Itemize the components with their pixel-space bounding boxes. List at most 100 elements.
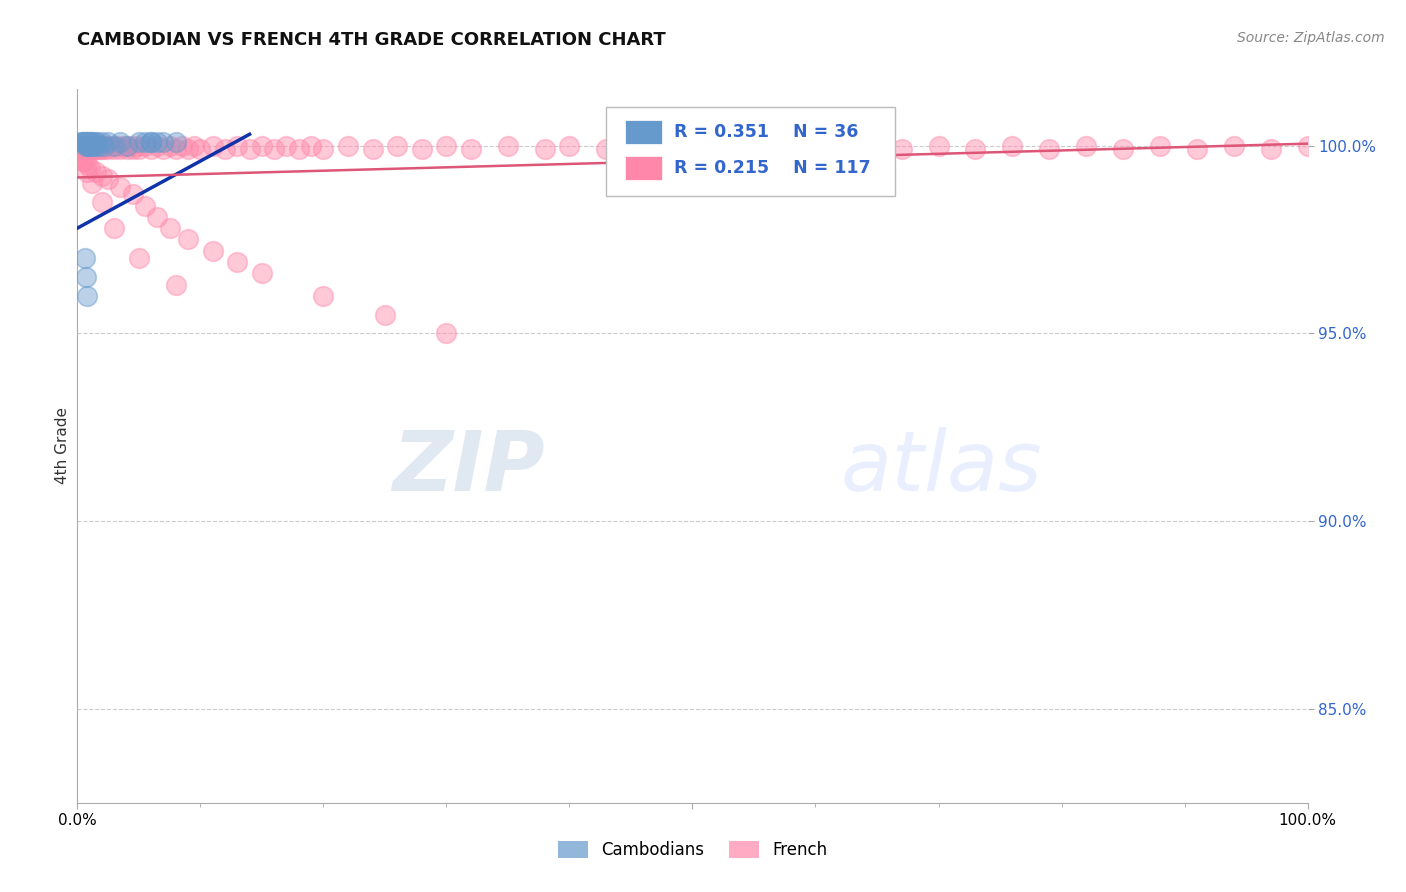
Point: [73, 138, 96, 153]
Point: [77, 138, 100, 153]
Point: [90, 169, 114, 183]
Point: [76, 138, 98, 153]
Point: [80, 138, 103, 153]
Point: [337, 138, 360, 153]
Point: [226, 255, 249, 269]
Point: [1260, 142, 1282, 156]
Point: [125, 138, 148, 153]
Text: Source: ZipAtlas.com: Source: ZipAtlas.com: [1237, 31, 1385, 45]
Point: [128, 142, 150, 156]
Point: [73, 153, 96, 168]
Point: [90, 138, 112, 153]
Point: [890, 142, 912, 156]
Point: [86, 142, 108, 156]
Point: [595, 142, 617, 156]
Point: [76, 289, 98, 303]
Point: [312, 289, 335, 303]
Point: [165, 142, 187, 156]
Point: [817, 142, 839, 156]
FancyBboxPatch shape: [606, 107, 896, 196]
Point: [170, 138, 193, 153]
Point: [94, 138, 117, 153]
Point: [1185, 142, 1208, 156]
Point: [534, 142, 557, 156]
FancyBboxPatch shape: [624, 120, 662, 145]
Point: [76, 142, 98, 156]
Point: [97, 135, 120, 149]
Point: [263, 142, 285, 156]
Point: [70, 142, 93, 156]
Point: [84, 138, 107, 153]
Point: [75, 135, 97, 149]
Point: [73, 142, 96, 156]
Point: [110, 142, 132, 156]
Point: [201, 244, 224, 258]
Point: [159, 221, 181, 235]
Point: [374, 308, 396, 322]
Point: [134, 138, 156, 153]
Point: [79, 161, 101, 175]
Point: [152, 135, 174, 149]
Point: [141, 142, 163, 156]
Point: [82, 138, 104, 153]
Point: [1112, 142, 1135, 156]
Point: [72, 138, 94, 153]
Point: [742, 142, 765, 156]
Point: [436, 138, 458, 153]
Point: [77, 138, 100, 153]
Text: CAMBODIAN VS FRENCH 4TH GRADE CORRELATION CHART: CAMBODIAN VS FRENCH 4TH GRADE CORRELATIO…: [77, 31, 666, 49]
Point: [75, 138, 97, 153]
Point: [70, 135, 93, 149]
Point: [79, 142, 101, 156]
Point: [183, 138, 205, 153]
Point: [1149, 138, 1171, 153]
Point: [141, 135, 163, 149]
Point: [103, 142, 125, 156]
Point: [633, 138, 655, 153]
Point: [103, 221, 125, 235]
Point: [79, 135, 101, 149]
Point: [76, 165, 98, 179]
Point: [226, 138, 249, 153]
Point: [214, 142, 236, 156]
Point: [669, 142, 692, 156]
Point: [79, 138, 101, 153]
Point: [558, 138, 581, 153]
Point: [84, 138, 107, 153]
Point: [1296, 138, 1319, 153]
Point: [250, 138, 273, 153]
Point: [84, 142, 107, 156]
Point: [1038, 142, 1060, 156]
Point: [72, 135, 94, 149]
Point: [299, 138, 322, 153]
Point: [80, 135, 103, 149]
Point: [70, 150, 93, 164]
Point: [83, 138, 105, 153]
Point: [77, 135, 100, 149]
Point: [276, 138, 298, 153]
Point: [385, 138, 409, 153]
Point: [75, 142, 97, 156]
Point: [76, 135, 98, 149]
Point: [75, 138, 97, 153]
Point: [82, 142, 104, 156]
Point: [177, 142, 200, 156]
Point: [73, 135, 96, 149]
Point: [76, 138, 98, 153]
Point: [72, 142, 94, 156]
Point: [70, 146, 93, 161]
Point: [288, 142, 311, 156]
Point: [82, 142, 104, 156]
Point: [141, 135, 163, 149]
Point: [97, 172, 120, 186]
Point: [165, 135, 187, 149]
Point: [72, 153, 94, 168]
Point: [76, 157, 98, 171]
Y-axis label: 4th Grade: 4th Grade: [55, 408, 70, 484]
Point: [1076, 138, 1098, 153]
Point: [146, 135, 169, 149]
Point: [853, 138, 876, 153]
Point: [93, 142, 115, 156]
Point: [411, 142, 433, 156]
Point: [90, 135, 114, 149]
